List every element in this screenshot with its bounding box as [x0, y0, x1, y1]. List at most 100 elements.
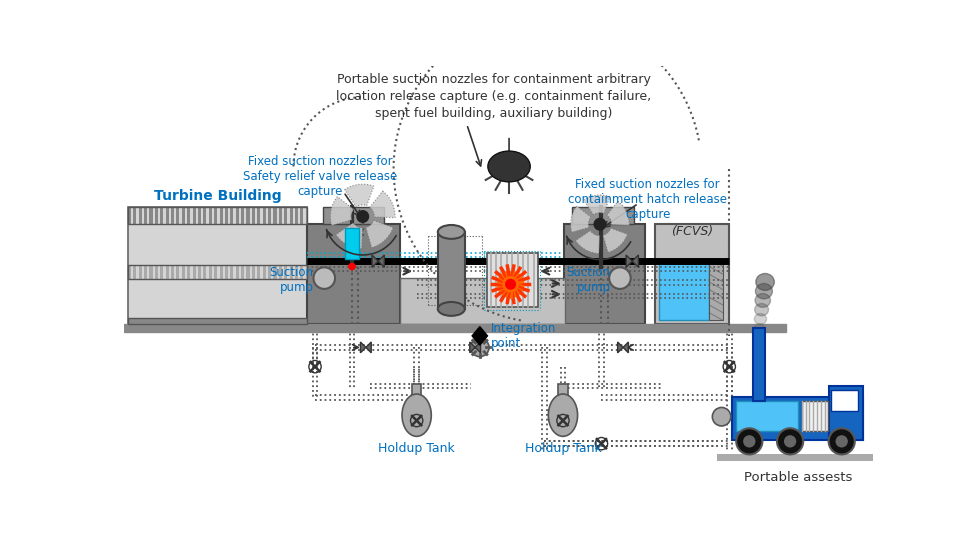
Polygon shape — [475, 342, 481, 353]
Circle shape — [313, 267, 335, 289]
Ellipse shape — [438, 302, 465, 316]
Bar — [209, 265, 212, 279]
Bar — [133, 265, 136, 279]
Bar — [487, 253, 537, 307]
Text: Fixed suction nozzles for
Safety relief valve release
capture: Fixed suction nozzles for Safety relief … — [243, 155, 398, 198]
Bar — [412, 384, 421, 398]
Bar — [171, 265, 174, 279]
Ellipse shape — [438, 225, 465, 239]
Bar — [235, 265, 238, 279]
Polygon shape — [618, 342, 623, 353]
Bar — [187, 207, 191, 224]
Text: Portable assests: Portable assests — [743, 471, 852, 484]
Bar — [753, 328, 766, 401]
Bar — [220, 265, 223, 279]
Bar — [295, 207, 298, 224]
Bar — [182, 207, 185, 224]
Bar — [155, 265, 158, 279]
Bar — [301, 207, 304, 224]
Bar — [257, 207, 261, 224]
Bar — [133, 207, 136, 224]
Bar — [252, 207, 255, 224]
Bar — [125, 324, 786, 332]
Bar — [241, 207, 244, 224]
Bar — [717, 455, 879, 461]
Circle shape — [595, 218, 606, 230]
Bar — [295, 265, 298, 279]
Bar — [150, 207, 153, 224]
Bar — [307, 224, 400, 324]
Polygon shape — [360, 342, 366, 353]
Bar — [193, 207, 196, 224]
Bar — [709, 298, 723, 305]
Bar — [306, 207, 307, 224]
Circle shape — [609, 267, 631, 289]
Bar — [733, 398, 863, 440]
Bar — [127, 207, 307, 224]
Bar — [246, 207, 249, 224]
Bar — [144, 207, 147, 224]
Bar — [263, 207, 266, 224]
Polygon shape — [366, 221, 393, 248]
Bar — [290, 207, 293, 224]
Bar — [268, 265, 271, 279]
Bar — [246, 265, 249, 279]
Bar — [709, 305, 723, 313]
Bar — [438, 232, 465, 309]
Bar — [257, 265, 261, 279]
Bar — [150, 265, 153, 279]
Polygon shape — [623, 342, 629, 353]
Bar — [709, 282, 723, 290]
Polygon shape — [378, 255, 384, 267]
Bar — [127, 318, 307, 324]
Bar — [127, 207, 131, 224]
Bar — [235, 207, 238, 224]
Bar — [709, 274, 723, 282]
Polygon shape — [331, 197, 353, 226]
Polygon shape — [344, 184, 374, 207]
Bar — [345, 228, 359, 259]
Circle shape — [777, 428, 803, 455]
Bar — [802, 401, 828, 431]
Text: Turbine Building: Turbine Building — [154, 190, 281, 204]
Bar — [161, 207, 163, 224]
Ellipse shape — [487, 151, 530, 182]
Bar — [279, 265, 282, 279]
Bar — [161, 265, 163, 279]
Bar — [198, 265, 201, 279]
Bar — [165, 207, 168, 224]
Bar — [127, 265, 131, 279]
Bar — [400, 278, 565, 324]
Polygon shape — [584, 195, 610, 215]
Bar — [709, 313, 723, 320]
Bar — [214, 265, 217, 279]
Polygon shape — [607, 201, 630, 225]
Bar — [165, 265, 168, 279]
Polygon shape — [366, 342, 372, 353]
Bar — [831, 390, 858, 411]
Bar — [301, 265, 304, 279]
Bar — [225, 207, 228, 224]
Bar — [176, 207, 179, 224]
Text: Holdup Tank: Holdup Tank — [524, 442, 601, 455]
Text: Suction
pump: Suction pump — [270, 267, 313, 294]
Bar — [220, 207, 223, 224]
Bar — [829, 386, 863, 440]
Text: Holdup Tank: Holdup Tank — [378, 442, 455, 455]
Bar — [709, 290, 723, 298]
Ellipse shape — [754, 324, 765, 333]
Circle shape — [784, 435, 796, 447]
Bar — [737, 401, 798, 431]
Circle shape — [737, 428, 763, 455]
Circle shape — [504, 278, 518, 291]
Bar — [144, 265, 147, 279]
Bar — [203, 207, 206, 224]
Polygon shape — [336, 223, 362, 249]
Bar — [709, 259, 723, 267]
Bar — [709, 259, 723, 320]
Bar — [290, 265, 293, 279]
Circle shape — [829, 428, 855, 455]
Bar — [171, 207, 174, 224]
Ellipse shape — [756, 274, 775, 290]
Polygon shape — [576, 231, 599, 253]
